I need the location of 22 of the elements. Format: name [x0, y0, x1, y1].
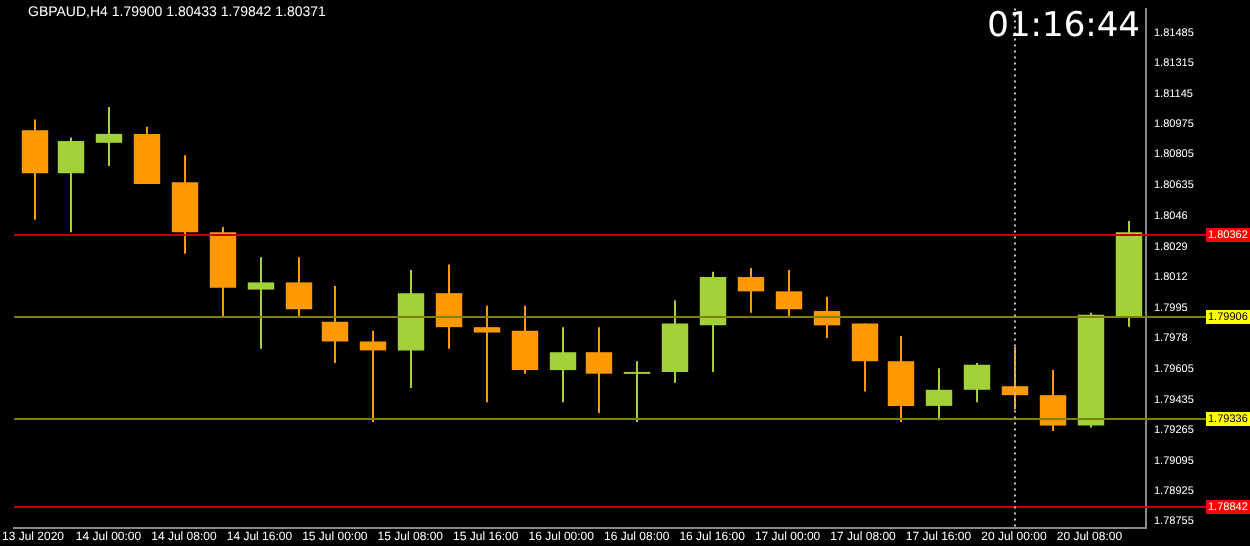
candlestick	[359, 329, 387, 424]
candlestick	[473, 304, 501, 404]
candlestick	[511, 304, 539, 375]
candlestick	[57, 136, 85, 234]
candlestick	[623, 360, 651, 424]
candlestick	[963, 361, 991, 404]
candlestick	[925, 367, 953, 422]
candlestick	[321, 285, 349, 364]
candlestick	[1001, 345, 1029, 411]
candlestick	[851, 322, 879, 393]
annotation: 01:16:44	[987, 6, 1140, 46]
candlestick	[1039, 369, 1067, 432]
candlestick	[775, 268, 803, 318]
candlestick	[247, 256, 275, 350]
candlestick	[585, 326, 613, 415]
candlestick	[887, 335, 915, 424]
candlestick	[549, 326, 577, 404]
candlestick	[21, 118, 49, 221]
candlestick	[95, 106, 123, 168]
candlestick	[285, 256, 313, 318]
candlestick	[435, 263, 463, 350]
candlestick	[737, 267, 765, 314]
